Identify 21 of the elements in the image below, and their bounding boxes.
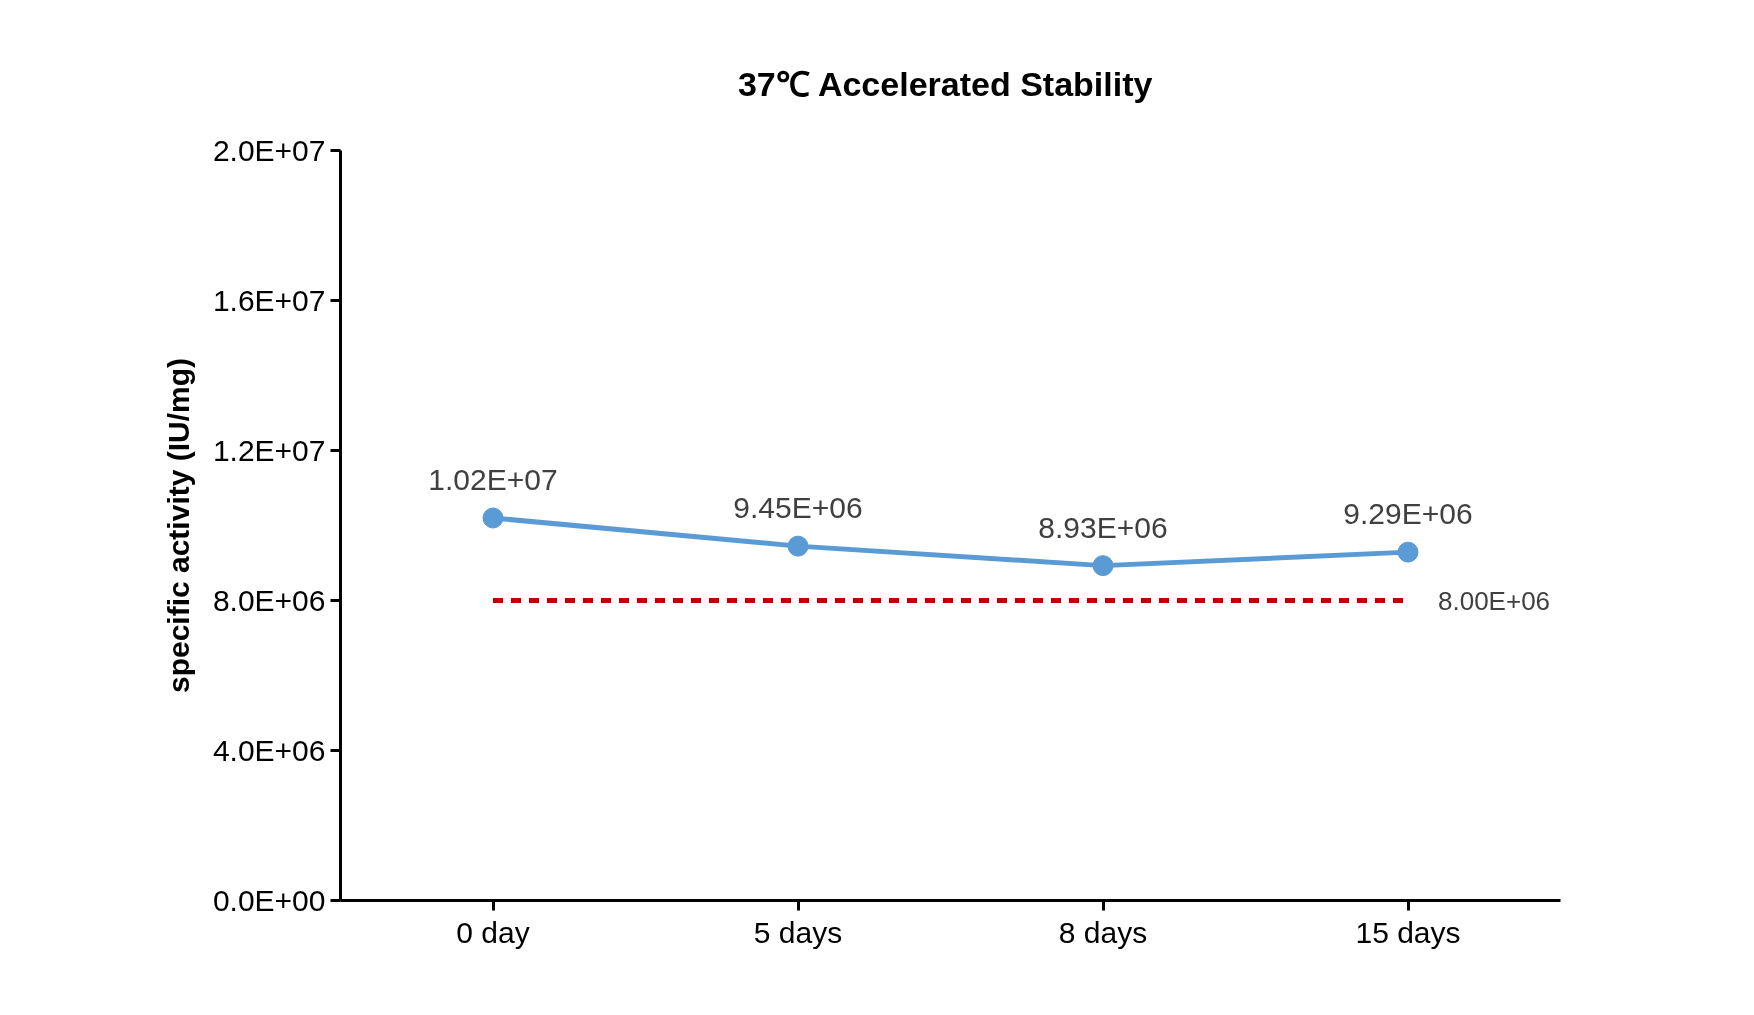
point [787, 535, 809, 557]
data-label: 9.45E+06 [733, 491, 863, 525]
y-axis-title: specific activity (IU/mg) [161, 357, 195, 694]
x-tick-label: 8 days [1058, 915, 1148, 949]
y-tick-label: 8.0E+06 [212, 584, 326, 617]
data-label: 9.29E+06 [1343, 497, 1473, 531]
data-label: 8.93E+06 [1038, 510, 1168, 544]
chart-title: 37℃ Accelerated Stability [737, 65, 1153, 103]
point [1092, 555, 1114, 577]
y-tick-label: 1.2E+07 [212, 434, 326, 467]
x-tick-label: 15 days [1355, 915, 1461, 949]
data-label: 1.02E+07 [428, 463, 558, 496]
x-tick-label: 5 days [753, 915, 843, 949]
y-tick-label: 2.0E+07 [212, 134, 326, 167]
y-tick-label: 4.0E+06 [212, 734, 326, 767]
y-tick-label: 0.0E+00 [212, 884, 326, 917]
x-tick-label: 0 day [456, 915, 530, 949]
point [482, 507, 504, 529]
y-tick-label: 1.6E+07 [212, 284, 326, 317]
data-label: 8.00E+06 [1438, 585, 1551, 616]
point [1397, 541, 1419, 563]
